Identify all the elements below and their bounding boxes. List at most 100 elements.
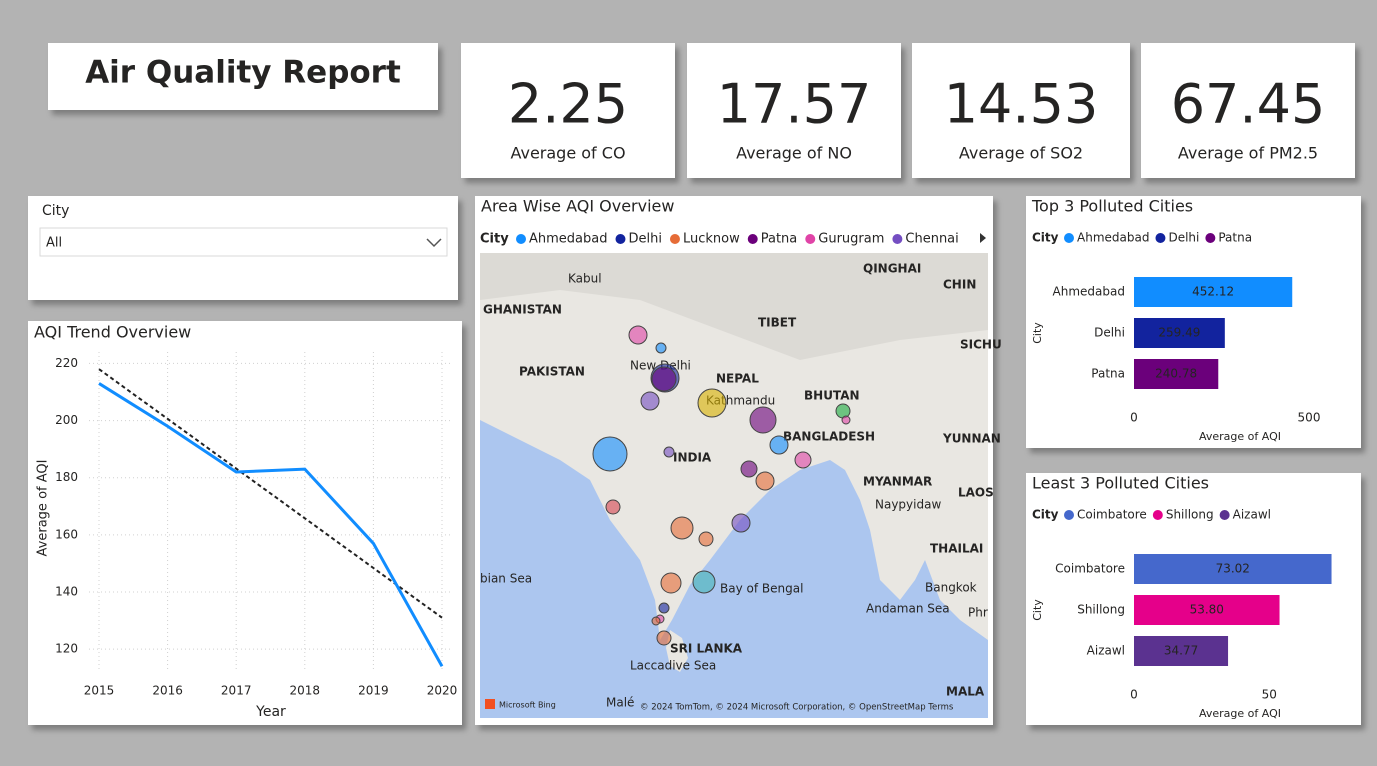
chart-title: AQI Trend Overview [34,323,191,342]
map-bubble [769,435,789,455]
y-axis-title: City [1031,599,1044,621]
dropdown-value: All [46,236,62,251]
map-bubble [651,616,661,626]
legend-swatch [516,234,526,244]
map-bubble [660,572,682,594]
legend-label: Coimbatore [1077,508,1147,522]
x-axis-title: Year [255,704,286,720]
legend-title: City [1032,508,1059,522]
legend-swatch [1064,233,1074,243]
legend-swatch [669,234,680,244]
map-label: Phr [968,606,988,620]
slicer-label: City [42,203,69,219]
map-bubble [749,406,777,434]
map-bubble [755,471,775,491]
x-axis-title: Average of AQI [1199,430,1281,443]
y-tick-label: Ahmedabad [1053,285,1125,299]
map-bubble [605,499,621,515]
map-mountains [480,253,988,360]
map-title: Area Wise AQI Overview [481,197,674,216]
line-card [28,321,462,725]
legend-title: City [1032,231,1059,245]
x-tick-label: 0 [1130,411,1138,425]
map-bubble [740,460,758,478]
page-title: Air Quality Report [85,55,401,91]
dropdown[interactable] [39,227,448,257]
map-label: THAILAI [930,542,983,556]
map-bubble [651,366,677,392]
map-bubble [697,388,727,418]
map-label: TIBET [758,316,797,330]
map-label: Laccadive Sea [630,659,716,673]
map-label: BHUTAN [804,389,860,403]
legend-swatch [805,234,816,244]
y-tick-label: 160 [55,527,78,541]
map-label: LAOS [958,486,994,500]
legend-swatch [1155,233,1166,243]
map-bubble [670,516,694,540]
map-label: MYANMAR [863,475,932,489]
x-tick-label: 2019 [358,684,389,698]
legend-label: Aizawl [1233,508,1271,522]
map-island [666,630,688,672]
map-label: PAKISTAN [519,365,585,379]
x-tick-label: 2016 [152,684,183,698]
map-label: bian Sea [480,572,532,586]
x-tick-label: 2017 [221,684,252,698]
map-bubble [656,630,672,646]
bar [1134,554,1332,584]
map-label: Malé [606,696,634,710]
legend-title: City [480,232,509,247]
kpi-label: Average of CO [510,144,625,163]
legend-swatch [615,234,626,244]
map-bubble [628,325,648,345]
dropdown-arrow [426,238,442,248]
map-label: BANGLADESH [783,430,875,444]
map-label: Bay of Bengal [720,582,803,596]
data-label: 53.80 [1190,603,1224,617]
kpi-value: 2.25 [508,73,628,136]
x-axis-title: Average of AQI [1199,707,1281,720]
x-tick-label: 2020 [427,684,458,698]
kpi-card [1141,43,1355,178]
legend-label: Shillong [1166,508,1214,522]
bar [1134,595,1280,625]
kpi-value: 67.45 [1171,73,1326,136]
legend-swatch [1064,510,1074,520]
data-label: 452.12 [1192,285,1234,299]
data-label: 34.77 [1164,644,1198,658]
map-credits: © 2024 TomTom, © 2024 Microsoft Corporat… [640,703,954,713]
legend-next [980,233,986,243]
x-tick-label: 50 [1262,688,1277,702]
legend-label: Delhi [1168,231,1199,245]
map-bubble [698,531,714,547]
line [98,382,444,668]
kpi-label: Average of SO2 [959,144,1083,163]
map-label: NEPAL [716,372,759,386]
y-tick-label: Aizawl [1087,644,1125,658]
map-bubble [692,570,716,594]
map-bubble [663,446,675,458]
y-tick-label: Shillong [1077,603,1125,617]
y-tick-label: 140 [55,585,78,599]
map-label: YUNNAN [942,432,1001,446]
legend-swatch [1152,510,1163,520]
legend-label: Lucknow [683,232,740,247]
legend-swatch [747,234,758,244]
chart-title: Least 3 Polluted Cities [1032,474,1209,493]
legend-label: Patna [1218,231,1252,245]
map-label: Kabul [568,272,602,286]
map-label: Andaman Sea [866,602,950,616]
map-label: SICHU [960,338,1002,352]
y-tick-label: 120 [55,642,78,656]
legend-label: Chennai [905,232,958,247]
bar [1134,318,1225,348]
map-bubble [658,602,670,614]
x-tick-label: 2015 [84,684,115,698]
y-tick-label: 200 [55,413,78,427]
y-tick-label: Coimbatore [1055,562,1125,576]
map-brand: Microsoft Bing [499,701,556,710]
bing-logo [485,699,495,709]
chart-title: Top 3 Polluted Cities [1031,197,1193,216]
